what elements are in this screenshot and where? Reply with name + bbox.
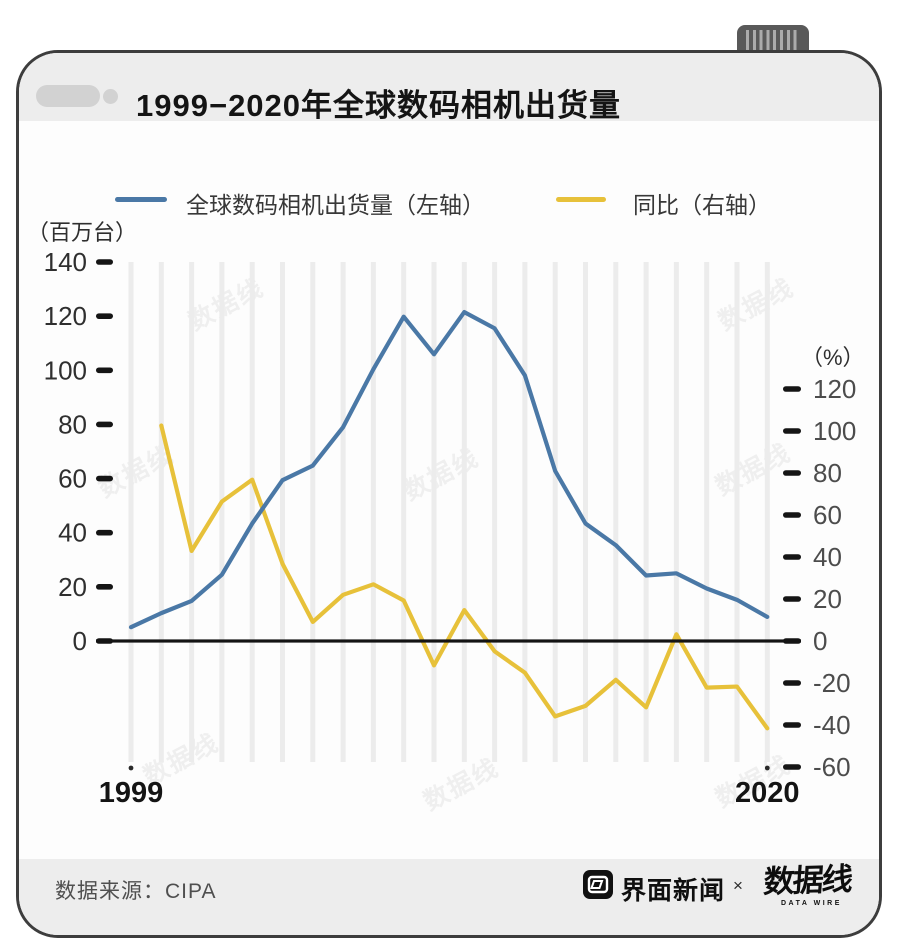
gridline-2011 xyxy=(492,262,498,762)
left-axis-tick-label: 100 xyxy=(44,355,87,385)
right-axis-tick-label: 120 xyxy=(813,374,856,404)
gridline-2016 xyxy=(643,262,649,762)
gridline-2013 xyxy=(552,262,558,762)
right-axis-tick xyxy=(783,428,801,434)
legend-swatch-shipments xyxy=(115,197,167,202)
datawire-subtitle: DATA WIRE xyxy=(781,900,842,907)
left-axis-tick-label: 0 xyxy=(73,626,87,656)
right-axis-tick xyxy=(783,764,801,770)
shipments-line xyxy=(128,309,770,630)
left-axis-tick-label: 80 xyxy=(58,409,87,439)
right-axis-tick-label: -40 xyxy=(813,710,851,740)
x-tick-end xyxy=(764,765,770,771)
left-axis-tick xyxy=(96,584,113,590)
gridline-2004 xyxy=(280,262,285,762)
right-axis-tick-label: -20 xyxy=(813,668,851,698)
datawire-wordmark: 数据线 xyxy=(762,861,853,900)
right-axis-tick-label: -60 xyxy=(813,752,851,782)
card-header: 1999−2020年全球数码相机出货量 xyxy=(19,53,879,123)
jiemian-news-wordmark: 界面新闻 xyxy=(621,877,726,905)
left-axis-tick-label: 40 xyxy=(58,518,87,548)
jiemian-news-icon xyxy=(583,870,613,899)
gridline-2017 xyxy=(673,262,679,762)
gridline-2012 xyxy=(522,262,528,762)
dial-ribs xyxy=(746,30,800,53)
gridline-2014 xyxy=(583,262,588,762)
left-axis-tick xyxy=(96,421,113,428)
right-axis-tick-label: 100 xyxy=(813,416,856,446)
right-axis-tick-label: 40 xyxy=(813,542,842,572)
right-axis-tick xyxy=(783,386,801,392)
chart-title: 1999−2020年全球数码相机出货量 xyxy=(136,88,622,123)
gridline-2020 xyxy=(764,262,770,762)
gridline-2003 xyxy=(249,262,255,762)
collab-cross: × xyxy=(733,876,743,895)
gridline-2001 xyxy=(189,262,195,762)
legend-label-yoy: 同比（右轴） xyxy=(633,192,771,218)
right-axis-tick-label: 80 xyxy=(813,458,842,488)
gridline-2007 xyxy=(370,262,376,762)
gridline-2009 xyxy=(431,262,437,762)
left-axis-tick-label: 20 xyxy=(58,572,87,602)
gridline-2008 xyxy=(401,262,407,762)
card-footer xyxy=(19,859,879,935)
left-axis-tick xyxy=(96,259,113,265)
chart-canvas: 140 120 100 80 60 40 20 0 120 100 80 60 40 20 0 -20 -40 -… xyxy=(44,247,857,809)
right-axis-tick-label: 0 xyxy=(813,626,827,656)
left-axis-tick xyxy=(96,475,113,482)
data-source-label: 数据来源：CIPA xyxy=(55,880,217,903)
right-axis-tick xyxy=(783,680,801,686)
gridline-2005 xyxy=(310,262,316,762)
gridline-2002 xyxy=(219,262,225,762)
gridline-2010 xyxy=(461,262,467,762)
gridline-2019 xyxy=(734,262,740,762)
lens-dot-ornament xyxy=(103,89,118,104)
left-axis-tick xyxy=(96,529,113,536)
left-axis-tick xyxy=(96,367,113,374)
x-label-end: 2020 xyxy=(735,777,800,809)
right-axis-unit: （%） xyxy=(801,345,865,370)
legend-label-shipments: 全球数码相机出货量（左轴） xyxy=(186,192,485,218)
legend-swatch-yoy xyxy=(556,197,606,202)
gridline-2000 xyxy=(158,262,164,762)
gridline-2006 xyxy=(340,262,346,762)
zero-baseline xyxy=(96,639,801,643)
left-axis-tick xyxy=(96,313,113,319)
right-axis-tick xyxy=(783,722,801,728)
left-axis-tick-label: 60 xyxy=(58,464,87,494)
gridline-2015 xyxy=(613,262,619,762)
viewfinder-ornament xyxy=(36,85,100,107)
left-axis-unit: （百万台） xyxy=(27,220,138,245)
gridline-2018 xyxy=(704,262,710,762)
x-label-start: 1999 xyxy=(99,777,164,809)
right-axis-tick xyxy=(783,596,801,602)
right-axis-tick xyxy=(783,512,801,518)
right-axis-tick xyxy=(783,470,801,476)
right-axis-tick-label: 20 xyxy=(813,584,842,614)
gridline-1999 xyxy=(128,262,134,762)
left-axis-tick-label: 120 xyxy=(44,301,87,331)
x-tick-start xyxy=(128,765,134,771)
left-axis-tick-label: 140 xyxy=(44,247,87,277)
right-axis-tick-label: 60 xyxy=(813,500,842,530)
right-axis-tick xyxy=(783,554,801,560)
